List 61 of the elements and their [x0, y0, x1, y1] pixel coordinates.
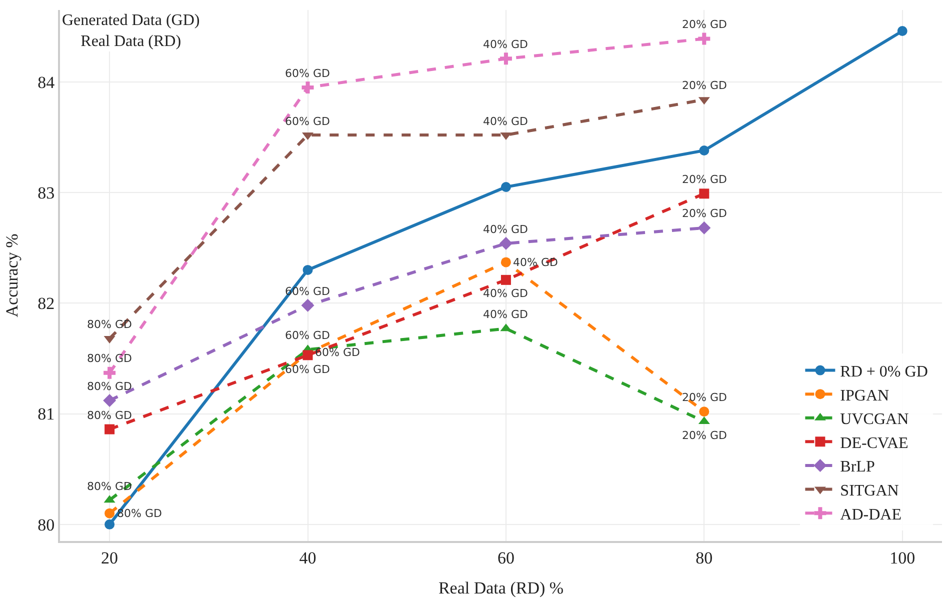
point [500, 182, 511, 192]
point [699, 406, 710, 417]
x-tick-label: 60 [497, 548, 514, 568]
y-tick-label: 82 [38, 294, 55, 314]
point [104, 519, 115, 530]
annotation: 60% GD [285, 67, 330, 80]
x-tick-label: 80 [696, 548, 713, 568]
legend-label: UVCGAN [840, 411, 910, 428]
point [103, 394, 116, 408]
point [104, 424, 115, 434]
point [301, 298, 314, 312]
annotation: 20% GD [682, 18, 727, 31]
y-tick-label: 84 [38, 72, 56, 92]
y-tick-label: 83 [38, 183, 55, 202]
annotation: 80% GD [87, 352, 132, 365]
annotation: 20% GD [682, 429, 727, 442]
annotation: 40% GD [483, 308, 528, 321]
annotation: 60% GD [285, 363, 330, 376]
annotation: 20% GD [682, 207, 727, 220]
annotation: 40% GD [483, 38, 528, 51]
x-tick-label: 100 [890, 548, 916, 568]
annotation: 60% GD [285, 329, 330, 342]
legend-label: IPGAN [840, 387, 890, 404]
point [699, 145, 710, 156]
annotation: 20% GD [682, 391, 727, 404]
legend-label: AD-DAE [840, 506, 902, 524]
x-axis-title: Real Data (RD) % [438, 578, 564, 598]
annotation: 80% GD [87, 409, 132, 422]
point [698, 221, 711, 234]
annotation: 40% GD [513, 256, 558, 269]
annotation: 60% GD [285, 115, 330, 128]
y-tick-label: 81 [38, 404, 55, 424]
point [897, 26, 908, 36]
annotation: 20% GD [682, 173, 727, 186]
point [500, 52, 512, 65]
point [698, 32, 710, 45]
legend-label: DE-CVAE [840, 434, 908, 452]
point [500, 257, 511, 268]
point [699, 188, 710, 199]
annotation: 40% GD [483, 223, 528, 236]
point [302, 350, 313, 360]
point [500, 274, 511, 285]
point [302, 264, 313, 275]
y-axis-title: Accuracy % [2, 234, 22, 318]
y-tick-label: 80 [38, 515, 55, 534]
x-tick-label: 40 [299, 548, 316, 568]
annotation: 40% GD [483, 115, 528, 128]
annotation: 40% GD [483, 287, 528, 300]
annotation: Generated Data (GD) Real Data (RD) [62, 12, 200, 50]
annotation: 80% GD [87, 380, 132, 393]
annotation: 80% GD [87, 318, 132, 331]
annotation: 60% GD [315, 346, 360, 359]
point [104, 508, 115, 518]
point [104, 366, 116, 379]
point [302, 81, 314, 94]
legend-label: BrLP [840, 458, 875, 476]
point [499, 236, 512, 250]
annotation: 20% GD [682, 79, 727, 92]
legend-label: SITGAN [840, 482, 900, 500]
legend-label: RD + 0% GD [840, 364, 928, 381]
x-tick-label: 20 [101, 548, 118, 568]
